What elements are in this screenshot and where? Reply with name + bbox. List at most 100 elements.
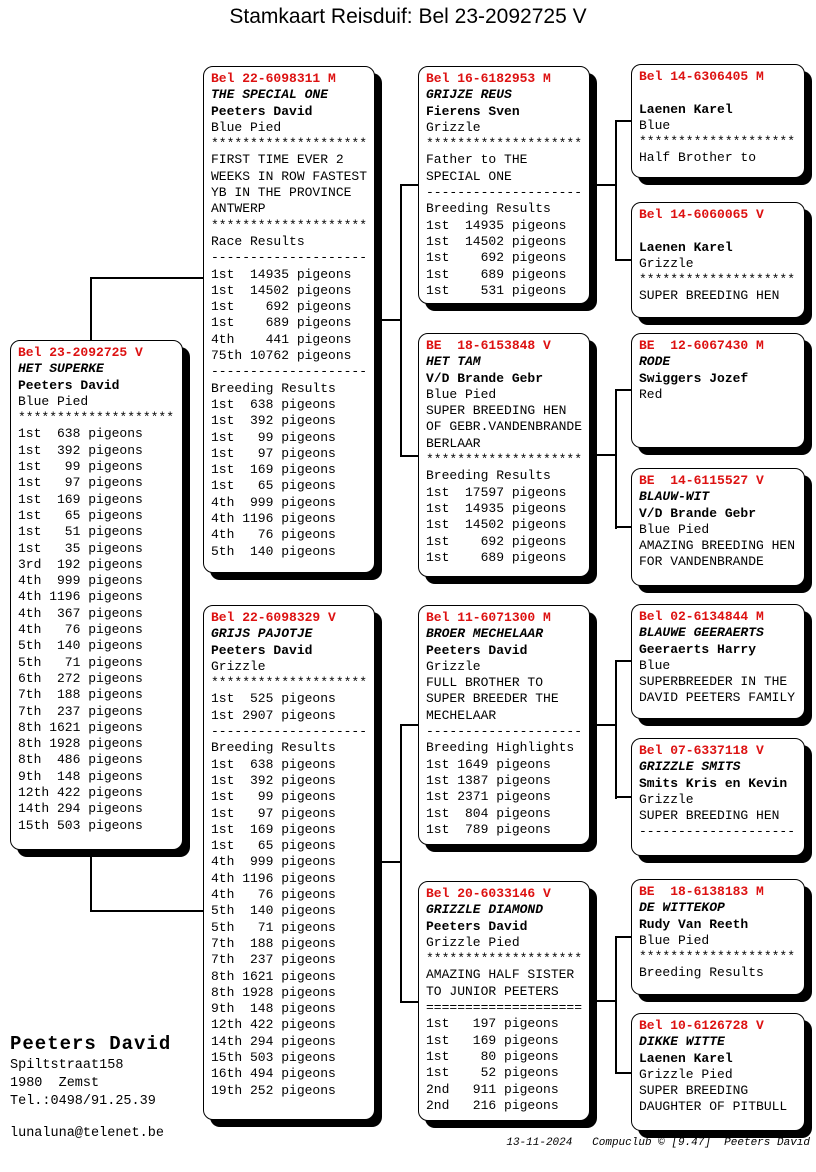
box-line: 1st 99 pigeons xyxy=(211,789,336,805)
box-line: 8th 1621 pigeons xyxy=(211,968,336,984)
box-line: 1st 638 pigeons xyxy=(211,756,336,772)
box-line: Breeding Results xyxy=(639,965,764,981)
box-line: 4th 367 pigeons xyxy=(18,605,143,621)
box-line: 1st 2907 pigeons xyxy=(211,707,336,723)
box-line: 15th 503 pigeons xyxy=(211,1050,336,1066)
box-line: 4th 76 pigeons xyxy=(211,887,336,903)
box-line: 6th 272 pigeons xyxy=(18,670,143,686)
ring-number: Bel 07-6337118 V xyxy=(639,743,764,758)
breeder-name: Peeters David xyxy=(10,1033,172,1055)
box-line: DIKKE WITTE xyxy=(639,1034,725,1050)
ring-number: Bel 14-6306405 M xyxy=(639,69,764,84)
box-line: ******************** xyxy=(211,136,368,152)
connector-line xyxy=(375,861,402,863)
box-line: -------------------- xyxy=(211,364,368,380)
box-line: 1st 14935 pigeons xyxy=(426,217,567,233)
box-line: 12th 422 pigeons xyxy=(211,1017,336,1033)
box-line: Grizzle Pied xyxy=(426,934,520,950)
box-line: DAVID PEETERS FAMILY xyxy=(639,690,796,706)
box-line: Breeding Results xyxy=(211,380,336,396)
box-line: 1st 689 pigeons xyxy=(426,266,567,282)
box-line: 4th 76 pigeons xyxy=(211,527,336,543)
box-line: 9th 148 pigeons xyxy=(211,1001,336,1017)
box-line: Laenen Karel xyxy=(639,1050,733,1066)
box-line: AMAZING BREEDING HEN xyxy=(639,538,796,554)
box-line: GRIZZLE DIAMOND xyxy=(426,902,544,918)
box-line: 12th 422 pigeons xyxy=(18,785,143,801)
connector-line xyxy=(400,184,420,186)
box-line: Red xyxy=(639,386,663,402)
box-line: -------------------- xyxy=(211,250,368,266)
box-line: Rudy Van Reeth xyxy=(639,916,749,932)
box-line: 5th 71 pigeons xyxy=(211,919,336,935)
box-line: 4th 999 pigeons xyxy=(211,854,336,870)
box-line: 8th 1928 pigeons xyxy=(18,736,143,752)
box-line: 7th 237 pigeons xyxy=(18,703,143,719)
box-line: 2nd 911 pigeons xyxy=(426,1081,559,1097)
box-line: 1st 197 pigeons xyxy=(426,1016,559,1032)
box-line: 1st 97 pigeons xyxy=(18,475,143,491)
box-line: -------------------- xyxy=(639,824,796,840)
box-line: 5th 71 pigeons xyxy=(18,654,143,670)
connector-line xyxy=(375,319,402,321)
connector-line xyxy=(615,120,617,261)
box-line: 1st 689 pigeons xyxy=(426,549,567,565)
connector-line xyxy=(90,910,205,912)
box-line: AMAZING HALF SISTER xyxy=(426,967,575,983)
box-line: Grizzle xyxy=(211,658,266,674)
connector-line xyxy=(615,389,617,529)
box-line: 1st 169 pigeons xyxy=(211,821,336,837)
box-line: Grizzle xyxy=(426,658,481,674)
pedigree-box-sire-dam: BE 18-6153848 V HET TAM V/D Brande Gebr Blu… xyxy=(418,333,590,577)
pedigree-box-dam-sire: Bel 11-6071300 M BROER MECHELAAR Peeters D… xyxy=(418,605,590,845)
ring-number: Bel 22-6098329 V xyxy=(211,610,336,625)
box-line: 1st 169 pigeons xyxy=(211,462,336,478)
connector-line xyxy=(615,526,633,528)
connector-line xyxy=(590,454,617,456)
box-line: 4th 1196 pigeons xyxy=(18,589,143,605)
box-line: FOR VANDENBRANDE xyxy=(639,554,764,570)
box-line: WEEKS IN ROW FASTEST xyxy=(211,168,368,184)
box-line: 4th 999 pigeons xyxy=(211,494,336,510)
ring-number: Bel 20-6033146 V xyxy=(426,886,551,901)
box-line: BROER MECHELAAR xyxy=(426,626,544,642)
connector-line xyxy=(400,1001,420,1003)
box-line: 1st 169 pigeons xyxy=(18,491,143,507)
box-line: ******************** xyxy=(211,217,368,233)
box-line: ******************** xyxy=(639,134,796,150)
box-line: Blue Pied xyxy=(18,393,89,409)
box-line: ******************** xyxy=(639,949,796,965)
box-line: 1st 14502 pigeons xyxy=(426,517,567,533)
box-line: ******************** xyxy=(639,272,796,288)
connector-line xyxy=(590,1000,617,1002)
connector-line xyxy=(590,184,617,186)
box-line: ANTWERP xyxy=(211,201,266,217)
connector-line xyxy=(400,455,420,457)
ring-number: BE 18-6138183 M xyxy=(639,884,764,899)
box-line: -------------------- xyxy=(426,724,583,740)
ring-number: BE 12-6067430 M xyxy=(639,338,764,353)
box-line: 2nd 216 pigeons xyxy=(426,1097,559,1113)
box-line: ******************** xyxy=(211,675,368,691)
pedigree-box-dam-sire-dam: Bel 07-6337118 V GRIZZLE SMITS Smits Kris … xyxy=(631,738,805,856)
box-line: Blue Pied xyxy=(426,386,497,402)
box-line: 4th 1196 pigeons xyxy=(211,870,336,886)
box-line: 1st 525 pigeons xyxy=(211,691,336,707)
box-line: 1st 169 pigeons xyxy=(426,1032,559,1048)
box-line: Father to THE xyxy=(426,152,528,168)
connector-line xyxy=(90,849,92,912)
ring-number: Bel 23-2092725 V xyxy=(18,345,143,360)
box-line: 1st 789 pigeons xyxy=(426,821,551,837)
box-line: Swiggers Jozef xyxy=(639,370,749,386)
box-line: 1st 2371 pigeons xyxy=(426,789,551,805)
box-line: 5th 140 pigeons xyxy=(18,638,143,654)
box-line: 1st 65 pigeons xyxy=(211,478,336,494)
pedigree-box-dam-dam-dam: Bel 10-6126728 V DIKKE WITTE Laenen Karel G… xyxy=(631,1013,805,1131)
connector-line xyxy=(615,660,617,799)
box-line: 1st 692 pigeons xyxy=(211,299,352,315)
box-line: SUPER BREEDING HEN xyxy=(639,288,780,304)
box-line: 8th 1621 pigeons xyxy=(18,719,143,735)
connector-line xyxy=(615,936,617,1074)
box-line: 1st 804 pigeons xyxy=(426,805,551,821)
